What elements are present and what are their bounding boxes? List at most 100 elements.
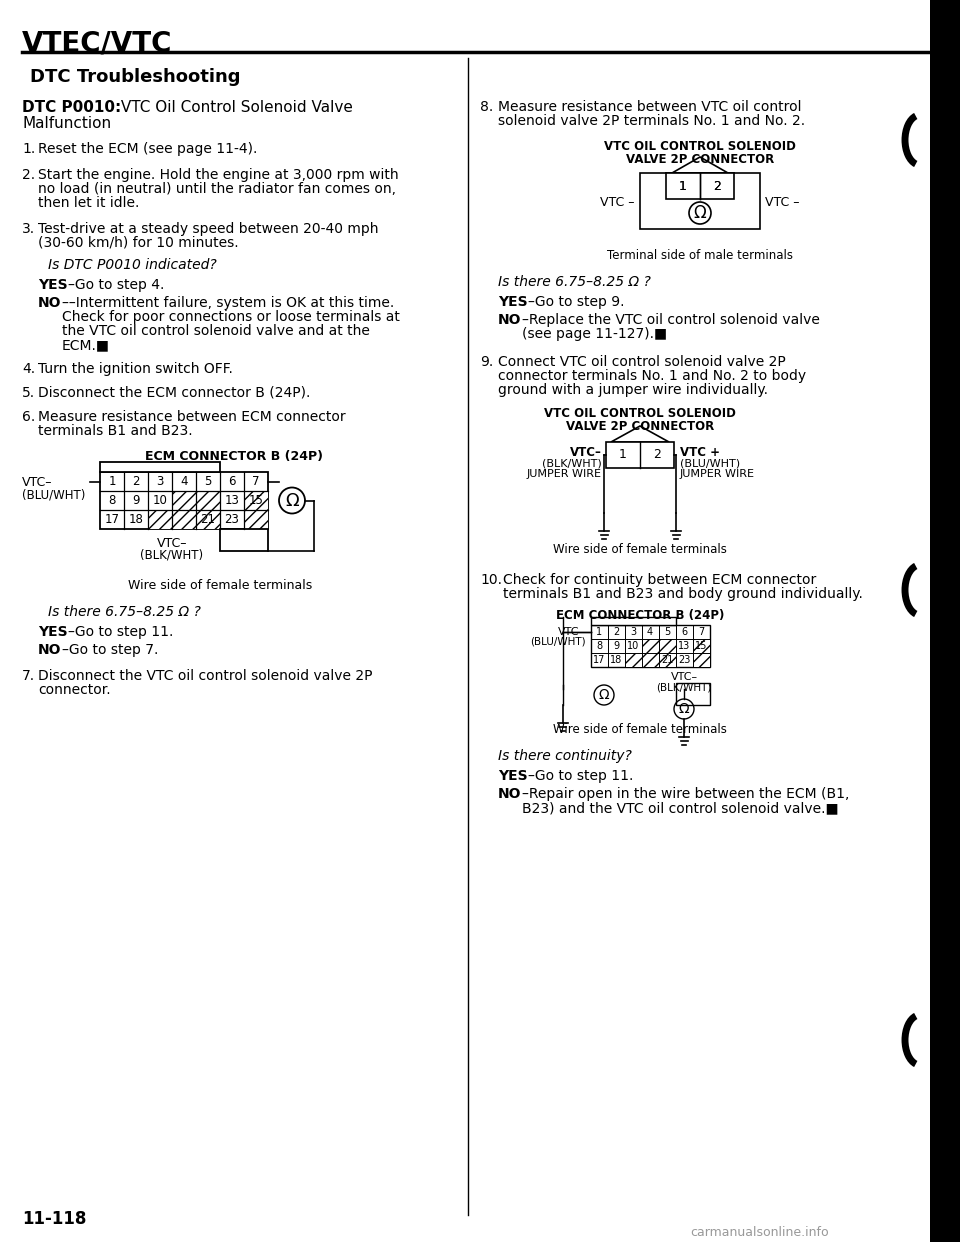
- Text: 9.: 9.: [480, 355, 493, 369]
- Text: –Repair open in the wire between the ECM (B1,: –Repair open in the wire between the ECM…: [522, 787, 850, 801]
- Text: Is there continuity?: Is there continuity?: [498, 749, 632, 763]
- Text: VTC Oil Control Solenoid Valve: VTC Oil Control Solenoid Valve: [116, 101, 353, 116]
- Bar: [172, 491, 196, 510]
- Text: Terminal side of male terminals: Terminal side of male terminals: [607, 248, 793, 262]
- Bar: [692, 638, 709, 653]
- Text: 5: 5: [204, 474, 212, 488]
- Text: 1.: 1.: [22, 142, 36, 156]
- Text: connector terminals No. 1 and No. 2 to body: connector terminals No. 1 and No. 2 to b…: [498, 369, 806, 383]
- Circle shape: [930, 1012, 960, 1068]
- Text: terminals B1 and B23.: terminals B1 and B23.: [38, 424, 193, 438]
- Text: JUMPER WIRE: JUMPER WIRE: [527, 469, 602, 479]
- Text: Check for poor connections or loose terminals at: Check for poor connections or loose term…: [62, 310, 400, 324]
- Text: Is there 6.75–8.25 Ω ?: Is there 6.75–8.25 Ω ?: [48, 605, 201, 619]
- Text: connector.: connector.: [38, 683, 110, 697]
- Text: 3: 3: [156, 474, 164, 488]
- Text: 8: 8: [108, 494, 116, 507]
- Text: 4: 4: [647, 627, 653, 637]
- Text: (30-60 km/h) for 10 minutes.: (30-60 km/h) for 10 minutes.: [38, 236, 239, 250]
- Text: –Go to step 11.: –Go to step 11.: [528, 769, 634, 782]
- Text: VTC OIL CONTROL SOLENOID: VTC OIL CONTROL SOLENOID: [544, 407, 736, 420]
- Text: 9: 9: [132, 494, 140, 507]
- Text: 5: 5: [664, 627, 670, 637]
- Text: (BLK/WHT): (BLK/WHT): [140, 548, 204, 561]
- Text: 2: 2: [132, 474, 140, 488]
- Text: (see page 11-127).■: (see page 11-127).■: [522, 327, 667, 342]
- Text: VALVE 2P CONNECTOR: VALVE 2P CONNECTOR: [565, 420, 714, 433]
- Text: NO: NO: [38, 296, 61, 310]
- Text: Wire side of female terminals: Wire side of female terminals: [553, 723, 727, 737]
- Bar: [625, 653, 641, 667]
- Text: –Replace the VTC oil control solenoid valve: –Replace the VTC oil control solenoid va…: [522, 313, 820, 327]
- Bar: [666, 173, 734, 199]
- Text: 1: 1: [108, 474, 116, 488]
- Bar: [659, 653, 676, 667]
- Text: Wire side of female terminals: Wire side of female terminals: [128, 579, 312, 592]
- Text: B23) and the VTC oil control solenoid valve.■: B23) and the VTC oil control solenoid va…: [522, 801, 839, 815]
- Text: (BLU/WHT): (BLU/WHT): [22, 488, 85, 501]
- Bar: [590, 617, 676, 625]
- Text: VALVE 2P CONNECTOR: VALVE 2P CONNECTOR: [626, 153, 774, 166]
- Text: VTC–: VTC–: [570, 446, 602, 460]
- Text: YES: YES: [498, 769, 528, 782]
- Text: Malfunction: Malfunction: [22, 116, 111, 130]
- Polygon shape: [611, 426, 669, 442]
- Text: ECM CONNECTOR B (24P): ECM CONNECTOR B (24P): [556, 609, 724, 622]
- Bar: [676, 683, 709, 705]
- Bar: [640, 173, 760, 229]
- Bar: [590, 625, 709, 667]
- Text: –Go to step 7.: –Go to step 7.: [62, 643, 158, 657]
- Polygon shape: [672, 156, 728, 173]
- Text: Ω: Ω: [285, 492, 299, 509]
- Text: 11-118: 11-118: [22, 1210, 86, 1228]
- Text: 17: 17: [105, 513, 119, 527]
- Text: Wire side of female terminals: Wire side of female terminals: [553, 543, 727, 556]
- Text: 6: 6: [681, 627, 687, 637]
- Text: 2: 2: [653, 448, 660, 462]
- Text: 18: 18: [129, 513, 143, 527]
- Text: VTC–: VTC–: [670, 672, 698, 682]
- Text: NO: NO: [498, 787, 521, 801]
- Text: 15: 15: [695, 641, 708, 651]
- Text: carmanualsonline.info: carmanualsonline.info: [690, 1226, 828, 1240]
- Text: VTC +: VTC +: [680, 446, 720, 460]
- Text: 10.: 10.: [480, 573, 502, 587]
- Text: Ω: Ω: [599, 688, 610, 702]
- Bar: [148, 510, 172, 529]
- Text: VTC –: VTC –: [601, 196, 635, 209]
- Text: 1: 1: [679, 180, 687, 193]
- Text: 18: 18: [610, 655, 622, 664]
- Text: solenoid valve 2P terminals No. 1 and No. 2.: solenoid valve 2P terminals No. 1 and No…: [498, 114, 805, 128]
- Text: 1: 1: [596, 627, 602, 637]
- Text: 1: 1: [679, 180, 687, 193]
- Text: VTC–: VTC–: [22, 476, 53, 489]
- Text: 10: 10: [627, 641, 639, 651]
- Bar: [666, 173, 734, 199]
- Bar: [641, 638, 659, 653]
- Bar: [244, 491, 268, 510]
- Bar: [606, 442, 674, 468]
- Bar: [641, 653, 659, 667]
- Text: ground with a jumper wire individually.: ground with a jumper wire individually.: [498, 383, 768, 397]
- Text: 3.: 3.: [22, 222, 36, 236]
- Text: ––Intermittent failure, system is OK at this time.: ––Intermittent failure, system is OK at …: [62, 296, 395, 310]
- Text: (BLK/WHT): (BLK/WHT): [657, 682, 711, 692]
- Text: Connect VTC oil control solenoid valve 2P: Connect VTC oil control solenoid valve 2…: [498, 355, 785, 369]
- Text: ECM.■: ECM.■: [62, 338, 110, 351]
- Text: 6: 6: [228, 474, 236, 488]
- Text: Is there 6.75–8.25 Ω ?: Is there 6.75–8.25 Ω ?: [498, 274, 651, 289]
- Text: (BLK/WHT): (BLK/WHT): [542, 458, 602, 468]
- Text: DTC P0010:: DTC P0010:: [22, 101, 121, 116]
- Text: 23: 23: [678, 655, 690, 664]
- Bar: [930, 0, 960, 1242]
- Text: ECM CONNECTOR B (24P): ECM CONNECTOR B (24P): [145, 450, 323, 463]
- Text: Reset the ECM (see page 11-4).: Reset the ECM (see page 11-4).: [38, 142, 257, 156]
- Text: 21: 21: [660, 655, 673, 664]
- Text: the VTC oil control solenoid valve and at the: the VTC oil control solenoid valve and a…: [62, 324, 370, 338]
- Text: 9: 9: [612, 641, 619, 651]
- Text: 5.: 5.: [22, 386, 36, 400]
- Text: 6.: 6.: [22, 410, 36, 424]
- Bar: [172, 510, 196, 529]
- Text: 21: 21: [201, 513, 215, 527]
- Text: 10: 10: [153, 494, 167, 507]
